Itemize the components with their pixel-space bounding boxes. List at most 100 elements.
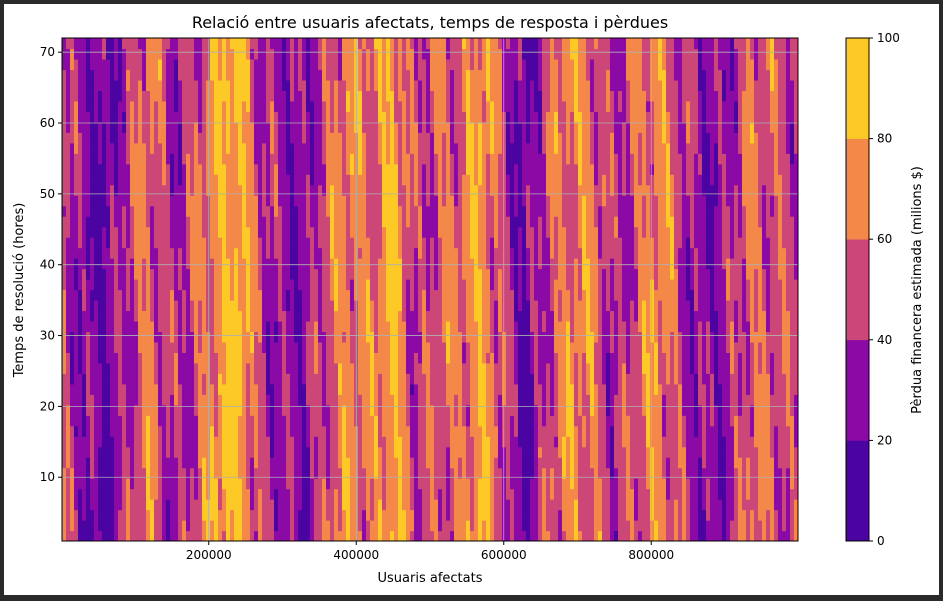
contour-cell — [318, 362, 323, 374]
contour-cell — [318, 100, 323, 112]
contour-cell — [390, 320, 395, 333]
contour-cell — [298, 530, 303, 541]
contour-cell — [386, 478, 391, 490]
contour-cell — [134, 142, 139, 154]
contour-cell — [298, 121, 303, 133]
contour-cell — [330, 478, 335, 490]
contour-cell — [446, 352, 451, 364]
contour-cell — [130, 415, 135, 427]
contour-cell — [318, 488, 323, 500]
contour-cell — [78, 362, 83, 374]
contour-cell — [170, 279, 175, 291]
contour-cell — [178, 132, 183, 144]
contour-cell — [74, 279, 79, 291]
contour-cell — [242, 457, 247, 469]
contour-cell — [286, 457, 291, 469]
contour-cell — [406, 132, 411, 144]
contour-cell — [94, 310, 99, 322]
contour-cell — [406, 520, 411, 532]
contour-cell — [250, 373, 255, 385]
contour-cell — [226, 530, 231, 541]
contour-cell — [274, 446, 279, 458]
contour-cell — [242, 195, 247, 207]
contour-cell — [426, 268, 431, 280]
contour-cell — [118, 289, 123, 301]
contour-cell — [266, 90, 271, 102]
contour-cell — [78, 478, 83, 490]
contour-cell — [134, 226, 139, 238]
contour-cell — [158, 352, 163, 364]
contour-cell — [462, 142, 467, 154]
contour-cell — [306, 142, 311, 154]
contour-cell — [130, 509, 135, 521]
contour-cell — [270, 373, 275, 385]
contour-cell — [170, 457, 175, 469]
contour-cell — [418, 216, 423, 228]
contour-cell — [290, 457, 295, 469]
contour-cell — [406, 174, 411, 186]
contour-cell — [186, 195, 191, 207]
contour-cell — [454, 530, 459, 541]
contour-cell — [98, 258, 103, 270]
contour-cell — [334, 373, 339, 385]
contour-cell — [86, 226, 91, 238]
contour-cell — [130, 478, 135, 490]
contour-cell — [410, 331, 415, 343]
contour-cell — [186, 394, 191, 406]
contour-cell — [62, 237, 67, 249]
contour-cell — [406, 142, 411, 154]
contour-cell — [118, 79, 123, 91]
contour-cell — [190, 174, 195, 186]
contour-cell — [394, 48, 399, 60]
contour-cell — [278, 132, 283, 144]
contour-cell — [422, 299, 427, 312]
contour-cell — [286, 499, 291, 511]
contour-cell — [158, 279, 163, 291]
contour-cell — [166, 153, 171, 165]
contour-cell — [378, 90, 383, 102]
contour-cell — [422, 268, 427, 280]
contour-cell — [130, 289, 135, 301]
contour-cell — [330, 184, 335, 196]
contour-cell — [314, 373, 319, 385]
contour-cell — [162, 153, 167, 165]
contour-cell — [358, 90, 363, 102]
contour-cell — [306, 69, 311, 81]
contour-cell — [162, 142, 167, 154]
contour-cell — [238, 153, 243, 165]
contour-cell — [350, 142, 355, 154]
contour-cell — [414, 100, 419, 112]
contour-cell — [242, 530, 247, 541]
contour-cell — [290, 247, 295, 259]
contour-cell — [322, 341, 327, 353]
contour-cell — [238, 341, 243, 353]
contour-cell — [334, 163, 339, 175]
contour-cell — [78, 205, 83, 217]
contour-cell — [294, 132, 299, 144]
contour-cell — [198, 404, 203, 416]
contour-cell — [282, 216, 287, 228]
contour-cell — [182, 488, 187, 500]
contour-cell — [370, 205, 375, 217]
contour-cell — [402, 331, 407, 343]
contour-cell — [182, 226, 187, 238]
contour-cell — [310, 373, 315, 385]
contour-cell — [466, 457, 471, 469]
contour-cell — [234, 488, 239, 500]
contour-cell — [206, 383, 211, 395]
contour-cell — [82, 69, 87, 81]
contour-cell — [334, 174, 339, 186]
contour-cell — [358, 69, 363, 81]
contour-cell — [238, 195, 243, 207]
contour-cell — [198, 425, 203, 437]
contour-cell — [314, 163, 319, 175]
contour-cell — [338, 163, 343, 175]
contour-cell — [234, 341, 239, 353]
contour-cell — [82, 142, 87, 154]
contour-cell — [370, 100, 375, 112]
contour-cell — [358, 205, 363, 217]
contour-cell — [238, 289, 243, 301]
contour-cell — [74, 195, 79, 207]
contour-cell — [94, 58, 99, 71]
contour-cell — [126, 100, 131, 112]
